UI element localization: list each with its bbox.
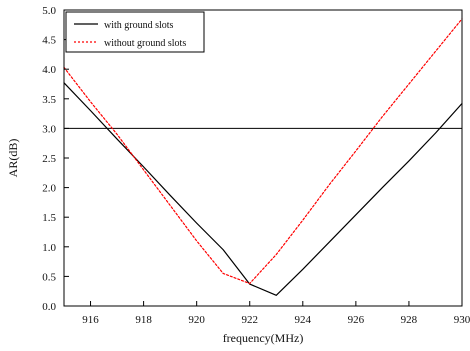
y-tick-label: 3.5	[42, 94, 56, 106]
y-tick-label: 3.0	[42, 123, 56, 135]
tick-layer: 916 918 920 922 924 926 928 930 0.0 0.5 1.0 1.5 2.0 2…	[42, 5, 470, 326]
x-tick-label: 928	[401, 314, 418, 326]
x-tick-label: 918	[135, 314, 152, 326]
y-tick-label: 0.0	[42, 301, 56, 313]
legend: with ground slots without ground slots	[65, 11, 205, 53]
x-tick-label: 922	[241, 314, 258, 326]
x-tick-label: 924	[295, 314, 312, 326]
y-tick-label: 2.5	[42, 153, 56, 165]
y-tick-label: 4.5	[42, 35, 56, 47]
y-tick-label: 1.0	[42, 242, 56, 254]
y-axis-label: AR(dB)	[6, 139, 20, 178]
x-tick-label: 916	[82, 314, 99, 326]
y-tick-label: 2.0	[42, 183, 56, 195]
y-tick-label: 5.0	[42, 5, 56, 17]
legend-label-without-ground-slots: without ground slots	[104, 38, 186, 49]
y-tick-label: 0.5	[42, 271, 56, 283]
x-tick-label: 920	[188, 314, 205, 326]
x-tick-label: 926	[348, 314, 365, 326]
y-tick-label: 4.0	[42, 64, 56, 76]
x-tick-label: 930	[454, 314, 470, 326]
x-axis-label: frequency(MHz)	[223, 331, 304, 345]
y-tick-label: 1.5	[42, 212, 56, 224]
series-layer	[63, 18, 463, 296]
legend-box	[65, 11, 205, 53]
series-line-without-ground-slots	[63, 18, 463, 285]
legend-label-with-ground-slots: with ground slots	[104, 20, 174, 31]
